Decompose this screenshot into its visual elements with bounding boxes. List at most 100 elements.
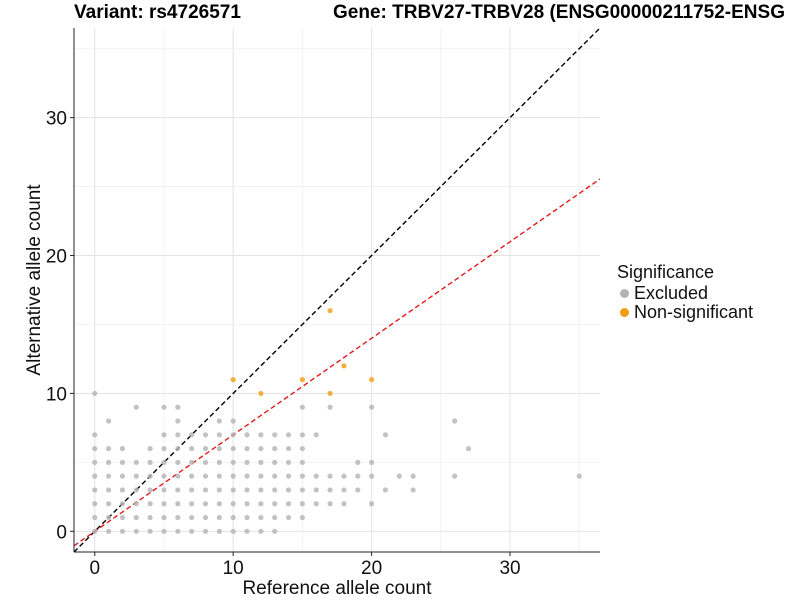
point-excluded [175,473,181,479]
point-excluded [230,528,236,534]
point-excluded [92,390,98,397]
point-excluded [216,514,222,521]
point-excluded [92,432,98,438]
point-excluded [202,459,209,465]
point-excluded [216,459,222,465]
point-excluded [369,501,375,507]
point-excluded [92,514,98,521]
point-excluded [202,445,209,452]
point-excluded [272,459,278,465]
point-excluded [92,445,98,452]
point-excluded [161,432,167,438]
point-excluded [244,459,250,465]
point-excluded [133,514,139,521]
point-non-significant [299,377,305,383]
point-excluded [369,473,375,479]
point-excluded [230,432,236,438]
point-excluded [119,514,126,521]
point-excluded [230,473,236,479]
point-excluded [147,459,153,465]
x-axis-title: Reference allele count [242,578,432,599]
point-excluded [175,528,181,534]
point-excluded [216,418,222,424]
point-excluded [92,501,98,507]
point-excluded [258,432,264,438]
legend-dot-non-significant [620,308,629,317]
point-excluded [202,487,209,493]
point-excluded [161,404,167,410]
point-excluded [272,528,278,534]
point-excluded [369,404,375,410]
reference-line-diagonal [74,28,600,552]
point-excluded [230,487,236,493]
point-excluded [147,487,153,493]
point-excluded [272,487,278,493]
point-excluded [189,501,195,507]
gene-title: Gene: TRBV27-TRBV28 (ENSG00000211752-ENS… [333,2,785,23]
point-excluded [161,445,167,452]
point-excluded [465,445,472,452]
point-excluded [382,487,389,493]
point-excluded [106,528,112,534]
point-excluded [258,445,264,452]
point-excluded [230,418,236,424]
point-excluded [327,487,333,493]
point-excluded [285,487,292,493]
y-tick-label: 0 [56,522,67,543]
point-excluded [285,432,292,438]
point-excluded [410,487,416,493]
point-excluded [230,445,236,452]
reference-lines [74,28,600,552]
legend-title: Significance [617,262,715,282]
point-excluded [216,501,222,507]
point-excluded [92,459,98,465]
point-excluded [299,445,305,452]
point-excluded [327,404,333,410]
point-excluded [147,501,153,507]
point-excluded [258,501,264,507]
point-excluded [216,432,222,438]
point-excluded [106,501,112,507]
y-tick-label: 20 [46,247,67,268]
point-excluded [175,487,181,493]
point-excluded [216,445,222,452]
point-excluded [313,501,319,507]
point-excluded [285,445,292,452]
data-points [92,308,582,534]
point-excluded [175,501,181,507]
x-tick-label: 20 [361,558,382,579]
point-excluded [258,487,264,493]
point-excluded [313,473,319,479]
point-non-significant [327,390,333,397]
point-excluded [161,528,167,534]
point-excluded [106,445,112,452]
point-excluded [92,487,98,493]
point-excluded [299,404,305,410]
y-tick-label: 30 [46,109,67,130]
point-excluded [410,473,416,479]
point-excluded [147,473,153,479]
point-excluded [355,459,361,465]
point-excluded [189,528,195,534]
point-excluded [244,445,250,452]
point-excluded [244,487,250,493]
point-excluded [258,514,264,521]
point-excluded [189,445,195,452]
point-non-significant [230,377,236,383]
point-excluded [216,473,222,479]
point-excluded [355,473,361,479]
axes: 0 10 20 30 0 10 20 30 [46,28,600,579]
point-excluded [189,473,195,479]
point-excluded [285,501,292,507]
point-excluded [244,473,250,479]
point-excluded [230,459,236,465]
point-excluded [147,514,153,521]
legend-dot-excluded [620,289,629,298]
point-excluded [258,473,264,479]
point-excluded [175,459,181,465]
point-excluded [161,501,167,507]
point-excluded [92,473,98,479]
point-excluded [369,459,375,465]
legend-item-non-significant: Non-significant [617,302,753,322]
